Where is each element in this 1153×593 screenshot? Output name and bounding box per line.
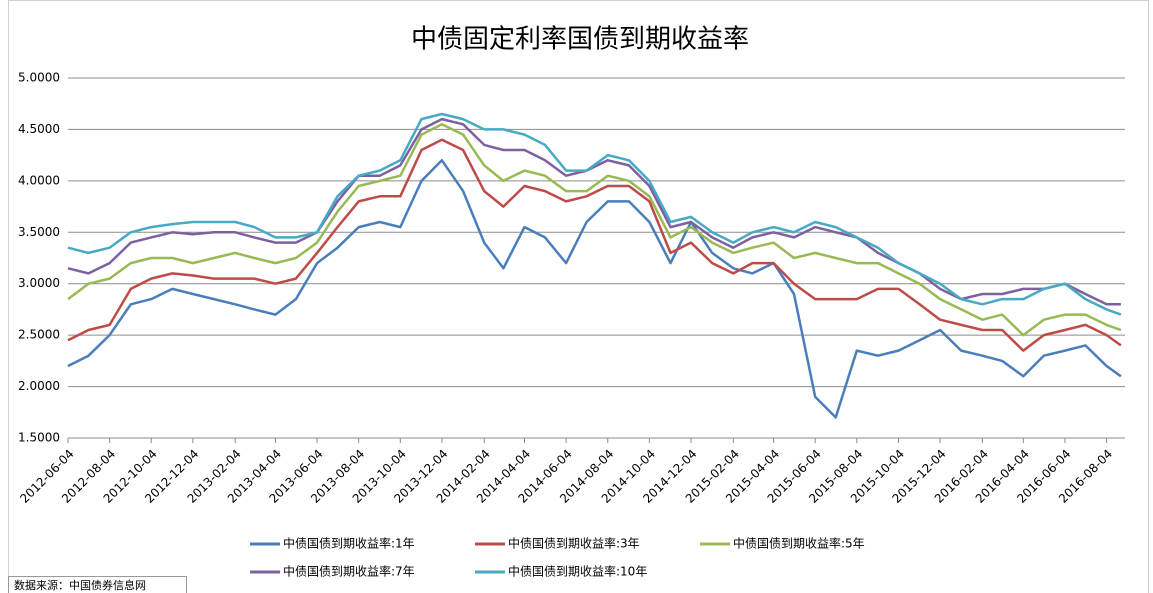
legend-label: 中债国债到期收益率:3年 bbox=[508, 536, 640, 551]
chart-frame bbox=[8, 0, 1149, 593]
y-tick-label: 3.5000 bbox=[18, 225, 60, 239]
legend-label: 中债国债到期收益率:1年 bbox=[283, 536, 415, 551]
series-line bbox=[67, 159, 1122, 419]
series-line bbox=[67, 117, 1121, 306]
y-tick-label: 3.0000 bbox=[18, 276, 60, 290]
legend-label: 中债国债到期收益率:10年 bbox=[508, 564, 647, 579]
y-tick-label: 5.0000 bbox=[18, 71, 60, 85]
legend-label: 中债国债到期收益率:5年 bbox=[733, 536, 865, 551]
legend-label: 中债国债到期收益率:7年 bbox=[283, 564, 415, 579]
series-line bbox=[67, 112, 1122, 316]
y-tick-label: 1.5000 bbox=[18, 431, 60, 445]
y-tick-label: 2.0000 bbox=[18, 379, 60, 393]
series-line bbox=[67, 123, 1122, 337]
y-tick-label: 4.5000 bbox=[18, 122, 60, 136]
series-line bbox=[67, 138, 1122, 352]
y-tick-label: 4.0000 bbox=[18, 173, 60, 187]
source-note: 数据来源：中国债券信息网 bbox=[14, 578, 146, 592]
source-box bbox=[8, 576, 187, 593]
y-tick-label: 2.5000 bbox=[18, 328, 60, 342]
chart-title: 中债固定利率国债到期收益率 bbox=[411, 25, 749, 55]
